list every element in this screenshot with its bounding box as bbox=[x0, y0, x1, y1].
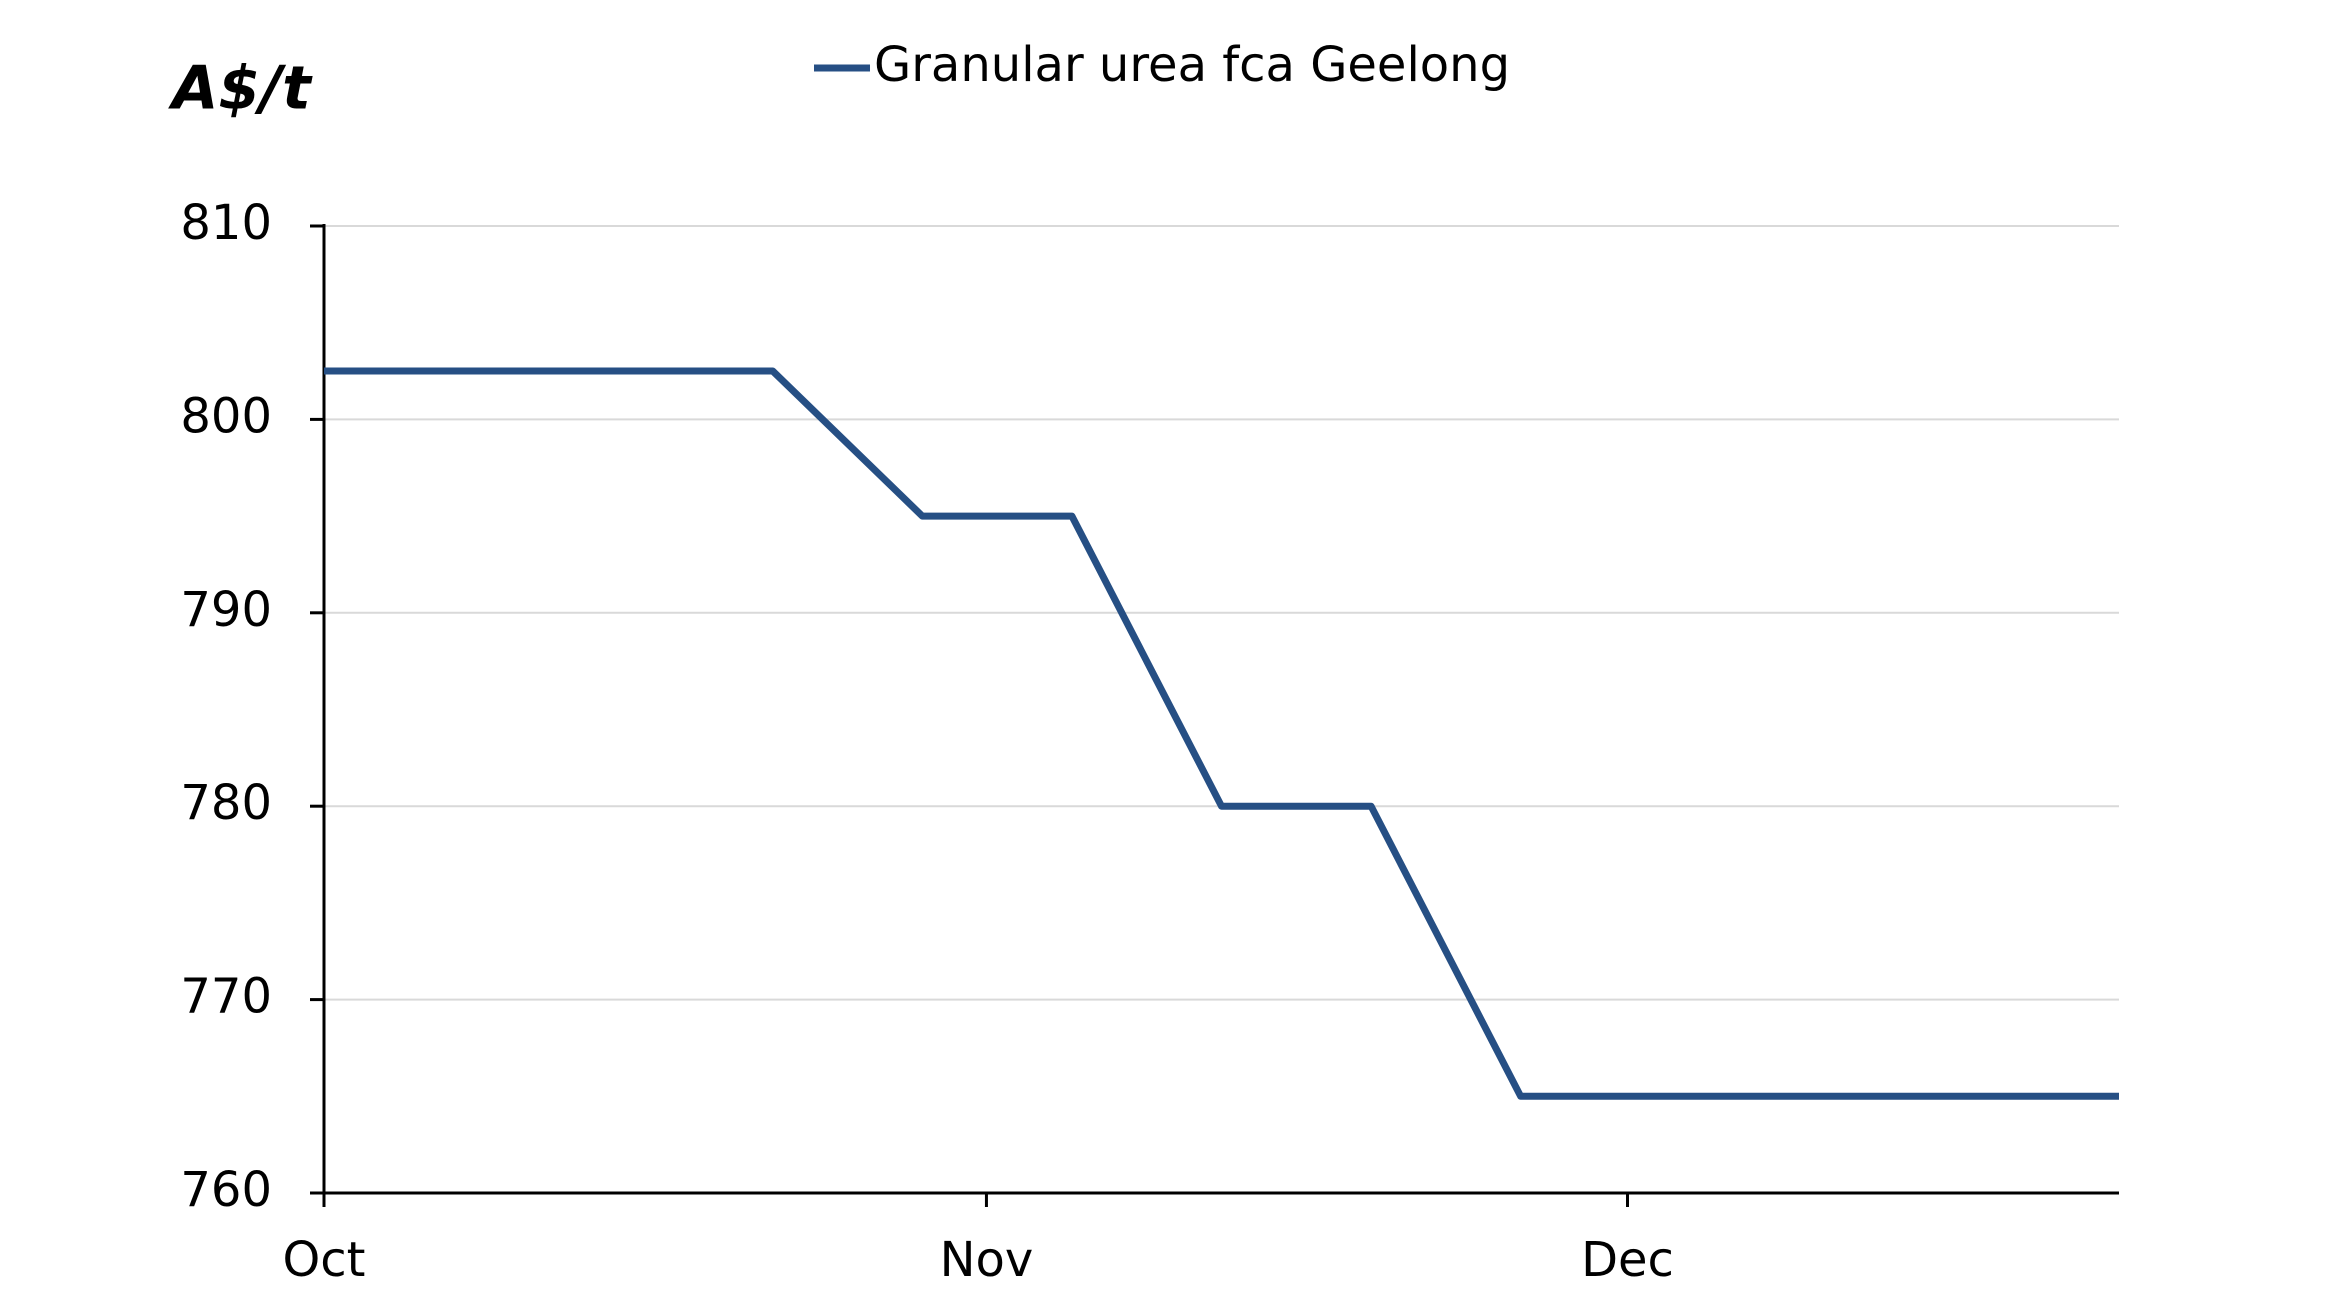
y-tick-label: 810 bbox=[180, 195, 272, 251]
y-axis-label: A$/t bbox=[168, 54, 313, 124]
x-tick-label: Oct bbox=[283, 1232, 366, 1288]
x-tick-label: Nov bbox=[940, 1232, 1034, 1288]
y-tick-label: 800 bbox=[180, 388, 272, 444]
legend-label: Granular urea fca Geelong bbox=[874, 37, 1510, 93]
data-line bbox=[324, 367, 2119, 1100]
y-tick-label: 760 bbox=[180, 1162, 272, 1218]
y-tick-label: 790 bbox=[180, 582, 272, 638]
y-tick-label: 780 bbox=[180, 775, 272, 831]
x-tick-label: Dec bbox=[1581, 1232, 1674, 1288]
y-tick-label: 770 bbox=[180, 969, 272, 1025]
